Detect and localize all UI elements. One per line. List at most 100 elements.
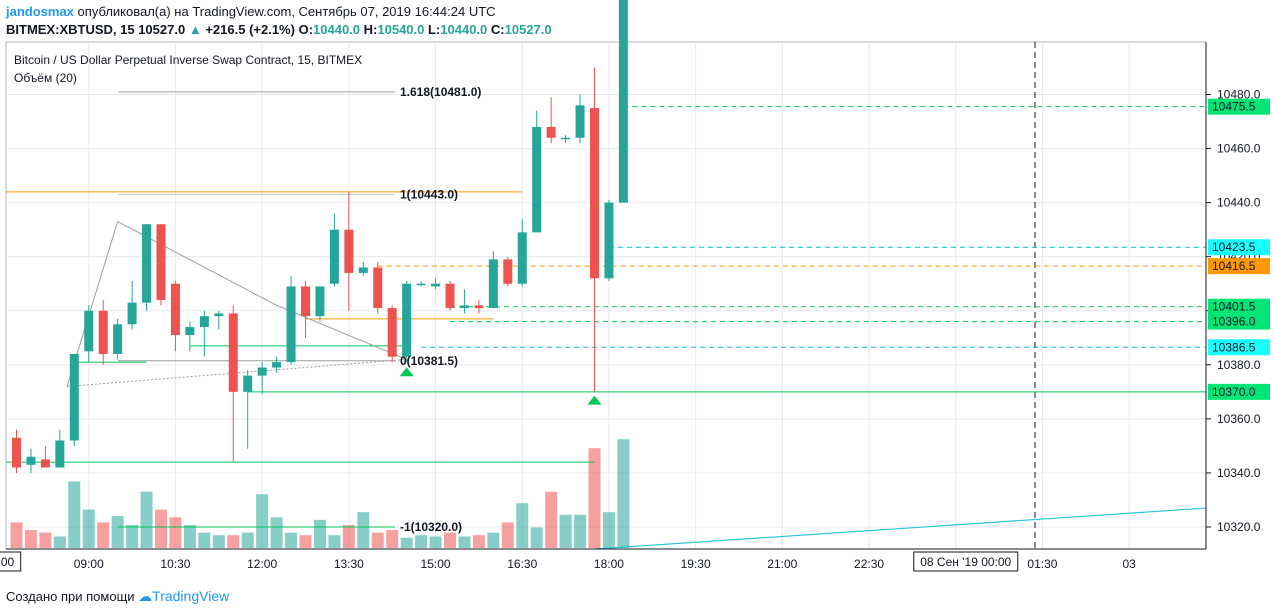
x-tick-label: 03 xyxy=(1122,557,1136,571)
price-axis[interactable]: 10320.010340.010360.010380.010400.010420… xyxy=(1205,42,1270,549)
price-tag xyxy=(1208,258,1270,275)
volume-bar xyxy=(516,503,529,548)
candle-body xyxy=(127,302,137,325)
price-tag xyxy=(1208,339,1270,356)
open-key: O: xyxy=(298,22,314,37)
y-tick-label: 10480.0 xyxy=(1217,88,1261,102)
price-tag-label: 10401.5 xyxy=(1212,300,1256,314)
x-tick-label: 16:30 xyxy=(507,557,537,571)
time-axis[interactable]: 07 Сен '19 00:00 09:00 10:30 12:00 13:30 15:0… xyxy=(0,548,1206,572)
volume-bar xyxy=(357,512,370,548)
candles[interactable] xyxy=(12,0,628,473)
volume-bar xyxy=(97,522,110,548)
volume-bar xyxy=(241,532,254,548)
volume-legend: Объём (20) xyxy=(14,71,77,85)
volume-bar xyxy=(169,517,182,548)
footer-brand[interactable]: TradingView xyxy=(152,588,230,604)
x-tick-label: 21:00 xyxy=(767,557,797,571)
volume-bar xyxy=(530,527,543,548)
candle-body xyxy=(301,286,310,317)
x-tick-label: 07 Сен '19 00:00 xyxy=(0,555,15,569)
publish-info: jandosmax опубликовал(а) на TradingView.… xyxy=(6,4,496,22)
pattern-dotted-line xyxy=(67,358,407,387)
chart-title: Bitcoin / US Dollar Perpetual Inverse Sw… xyxy=(14,53,362,67)
volume-bar xyxy=(328,535,341,548)
volume-bar xyxy=(198,532,211,548)
x-tick-box xyxy=(0,551,22,572)
candle-body xyxy=(590,108,599,279)
volume-bar xyxy=(155,509,167,548)
volume-bar xyxy=(39,532,52,548)
volume-bar xyxy=(24,530,37,548)
candle-body xyxy=(604,202,614,279)
volume-bar xyxy=(53,536,66,548)
volume-bar xyxy=(285,532,298,548)
candle-body xyxy=(257,367,267,376)
footer-prefix: Создано при помощи xyxy=(6,589,135,604)
candle-body xyxy=(69,354,79,441)
fib-level-label: 1.618(10481.0) xyxy=(400,85,481,99)
candle-body xyxy=(272,362,282,368)
x-tick-label: 10:30 xyxy=(160,557,190,571)
x-tick-label: 08 Сен '19 00:00 xyxy=(920,555,1011,569)
volume-bar xyxy=(487,532,500,548)
price-label: 10527.0 xyxy=(138,22,186,37)
volume-bar xyxy=(429,536,442,548)
candle-body xyxy=(113,324,123,355)
x-tick-label: 12:00 xyxy=(247,557,277,571)
fib-level-label: 0(10381.5) xyxy=(400,354,458,368)
x-tick-label: 18:00 xyxy=(594,557,624,571)
buy-marker-icon xyxy=(399,367,414,377)
candle-body xyxy=(503,259,513,284)
price-tag xyxy=(1208,298,1270,315)
price-tag-label: 10370.0 xyxy=(1212,385,1256,399)
author-name[interactable]: jandosmax xyxy=(6,4,74,19)
volume-bar xyxy=(183,524,196,548)
candle-body xyxy=(329,229,339,284)
volume-bar xyxy=(458,536,471,548)
publish-text: опубликовал(а) на TradingView.com, Сентя… xyxy=(77,4,496,19)
fib-level-label: 1(10443.0) xyxy=(400,188,458,202)
candle-body xyxy=(98,310,108,355)
footer: Создано при помощи ☁TradingView xyxy=(6,588,229,605)
close-key: C: xyxy=(490,22,505,37)
volume-bar xyxy=(617,439,630,548)
candle-body xyxy=(26,456,36,465)
candle-body xyxy=(373,267,383,309)
candle-body xyxy=(214,313,224,317)
candle-body xyxy=(618,0,628,203)
candle-body xyxy=(344,229,354,273)
symbol-label: BITMEX:XBTUSD, 15 xyxy=(6,22,135,37)
price-tag-label: 10416.5 xyxy=(1212,259,1256,273)
candle-body xyxy=(561,137,571,140)
candle-body xyxy=(575,105,585,138)
candle-body xyxy=(474,305,484,309)
x-tick-label: 13:30 xyxy=(334,557,364,571)
low-value: 10440.0 xyxy=(440,22,488,37)
tradingview-logo-icon: ☁ xyxy=(138,588,153,604)
price-tag-label: 10423.5 xyxy=(1212,240,1256,254)
volume-bar xyxy=(68,481,81,548)
open-value: 10440.0 xyxy=(313,22,361,37)
up-arrow-icon: ▲ xyxy=(188,22,202,37)
candle-body xyxy=(228,313,238,392)
candle-body xyxy=(431,283,441,287)
change-label: +216.5 (+2.1%) xyxy=(205,22,295,37)
candle-body xyxy=(488,259,498,309)
candle-body xyxy=(185,326,195,336)
price-tag xyxy=(1208,313,1270,330)
candle-body xyxy=(315,286,325,317)
volume-bar xyxy=(588,448,601,548)
candle-body xyxy=(199,316,209,327)
candle-body xyxy=(156,224,166,300)
candle-body xyxy=(55,440,65,468)
volume-bar xyxy=(400,537,413,548)
candle-body xyxy=(546,126,556,138)
ohlc-line: BITMEX:XBTUSD, 15 10527.0 ▲ +216.5 (+2.1… xyxy=(6,22,552,40)
candle-body xyxy=(416,283,426,286)
candle-body xyxy=(84,310,94,352)
volume-bar xyxy=(212,535,225,548)
x-tick-label: 09:00 xyxy=(74,557,104,571)
volume-bar xyxy=(342,524,355,548)
